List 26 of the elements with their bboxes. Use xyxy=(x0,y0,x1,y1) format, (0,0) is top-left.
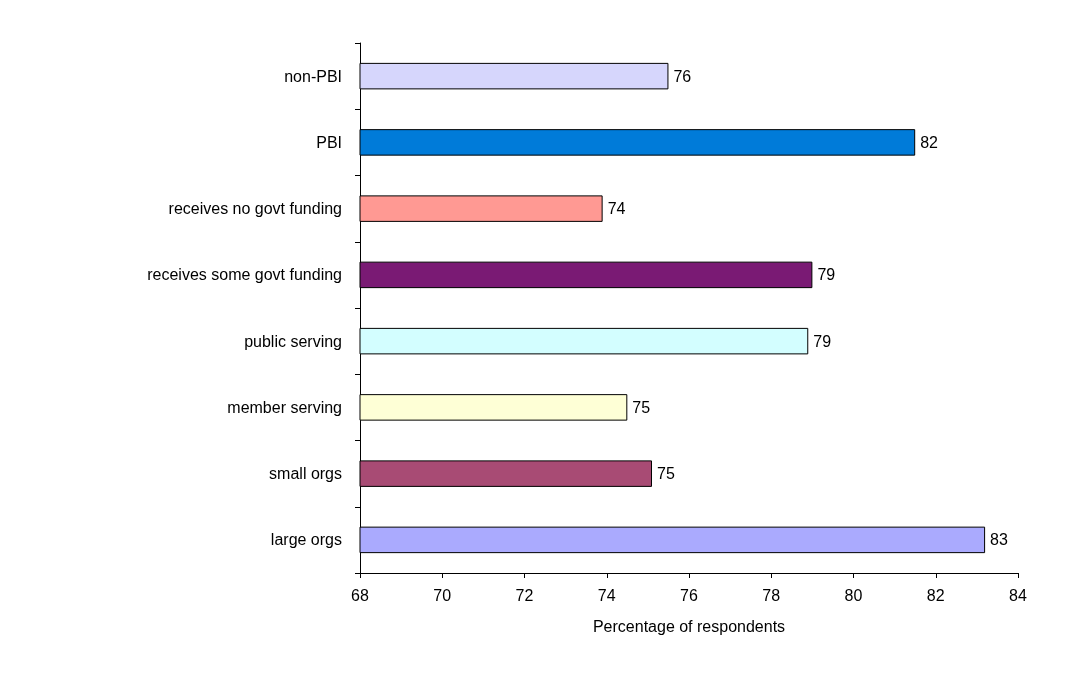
x-tick-label: 84 xyxy=(1009,586,1027,604)
y-tick-label: member serving xyxy=(227,398,342,416)
x-tick-label: 74 xyxy=(597,586,616,604)
x-tick-label: 78 xyxy=(762,586,781,604)
x-tick-label: 80 xyxy=(844,586,863,604)
data-label: 82 xyxy=(920,133,939,151)
data-label: 74 xyxy=(607,200,626,218)
x-axis-title: Percentage of respondents xyxy=(592,617,786,635)
x-tick-label: 76 xyxy=(680,586,698,604)
y-tick-label: receives some govt funding xyxy=(147,266,342,284)
x-tick-label: 68 xyxy=(351,586,369,604)
data-label: 79 xyxy=(813,332,832,350)
y-tick-label: non-PBI xyxy=(284,67,342,85)
data-label: 75 xyxy=(656,465,675,483)
data-label: 83 xyxy=(990,531,1008,549)
x-tick-label: 82 xyxy=(926,586,945,604)
y-tick-label: public serving xyxy=(244,332,342,350)
data-label: 76 xyxy=(673,67,692,85)
y-tick-label: large orgs xyxy=(270,531,342,549)
y-tick-label: receives no govt funding xyxy=(168,200,342,218)
data-label: 75 xyxy=(632,398,651,416)
x-tick-label: 70 xyxy=(433,586,452,604)
data-label: 79 xyxy=(817,266,836,284)
y-tick-label: small orgs xyxy=(269,465,342,483)
x-tick-label: 72 xyxy=(515,586,534,604)
y-tick-label: PBI xyxy=(316,133,342,151)
